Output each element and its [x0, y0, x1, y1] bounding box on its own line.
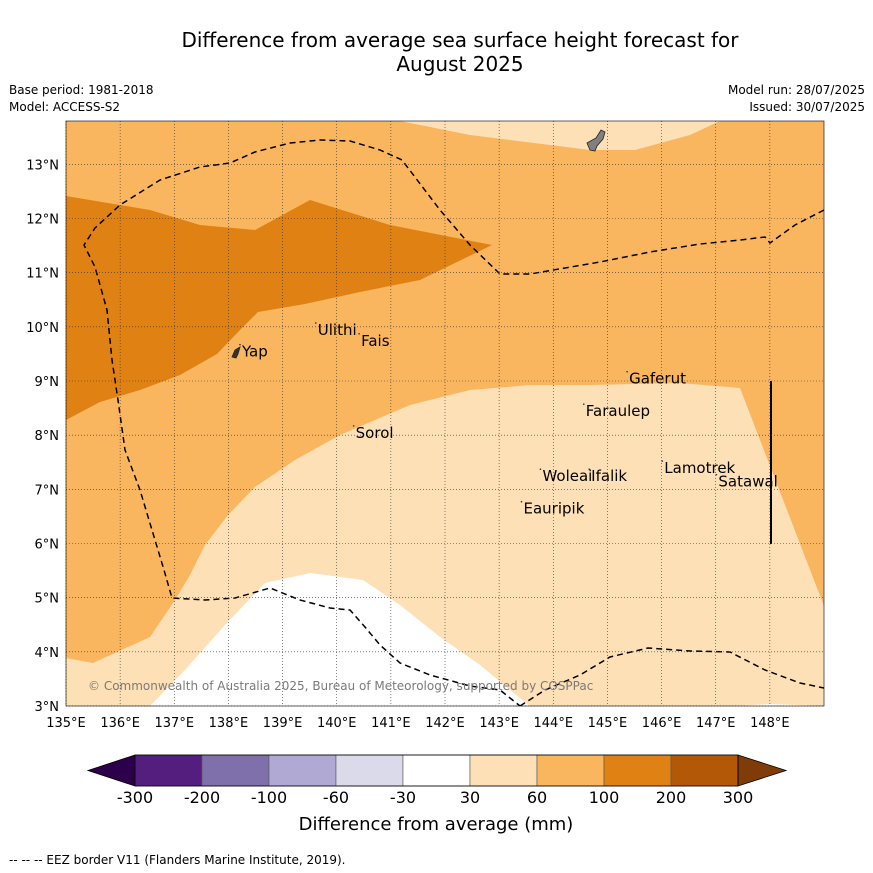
colorbar-tick-label: 60 — [527, 788, 547, 807]
colorbar-tick-label: -30 — [390, 788, 416, 807]
lat-tick-label: 6°N — [35, 538, 60, 553]
issued-date: Issued: 30/07/2025 — [749, 100, 865, 114]
lon-tick-label: 137°E — [155, 716, 195, 731]
place-label: Sorol — [356, 424, 394, 442]
band-neutral-edge — [735, 704, 824, 706]
colorbar-tick-label: -60 — [323, 788, 349, 807]
lon-tick-label: 141°E — [371, 716, 411, 731]
lat-tick-label: 3°N — [35, 700, 60, 715]
colorbar-segment — [335, 754, 404, 787]
colorbar-tick-label: 300 — [723, 788, 754, 807]
colorbar-segment — [469, 754, 538, 787]
lon-tick-label: 140°E — [317, 716, 357, 731]
island-marker — [314, 322, 317, 324]
longitude-labels: 135°E 136°E 137°E 138°E 139°E 140°E 141°E 142°E… — [46, 716, 789, 731]
island-marker — [582, 403, 585, 406]
lon-tick-label: 147°E — [696, 716, 736, 731]
lat-tick-label: 13°N — [26, 158, 59, 173]
island-marker — [539, 468, 542, 471]
island-marker — [358, 332, 360, 335]
place-label: Eauripik — [524, 500, 585, 518]
lon-tick-label: 148°E — [750, 716, 790, 731]
lon-tick-label: 144°E — [534, 716, 574, 731]
colorbar-segment — [268, 754, 337, 787]
map-frame — [65, 120, 825, 707]
place-label: Ifalik — [591, 467, 627, 485]
place-label: Woleai — [542, 467, 592, 485]
island-marker — [239, 343, 241, 346]
place-label: Yap — [241, 343, 268, 361]
copyright-notice: © Commonwealth of Australia 2025, Bureau… — [88, 679, 593, 693]
lon-tick-label: 136°E — [100, 716, 140, 731]
guam-landmass — [586, 129, 606, 152]
lon-tick-label: 143°E — [479, 716, 519, 731]
island-marker — [715, 473, 718, 476]
eez-border-line — [83, 139, 824, 706]
place-label: Satawal — [718, 473, 777, 491]
lat-tick-label: 10°N — [26, 321, 59, 336]
chart-title: Difference from average sea surface heig… — [120, 28, 800, 76]
colorbar-segment — [402, 754, 471, 787]
colorbar: -300 -200 -100 -60 -30 30 60 100 200 300 — [86, 754, 788, 807]
place-label: Faraulep — [586, 402, 650, 420]
colorbar-segment — [201, 754, 270, 787]
band-100-200 — [66, 196, 492, 420]
colorbar-segment — [536, 754, 605, 787]
lon-tick-label: 142°E — [425, 716, 465, 731]
eez-footnote: -- -- -- EEZ border V11 (Flanders Marine… — [9, 853, 346, 867]
lon-tick-label: 139°E — [263, 716, 303, 731]
colorbar-tick-label: -300 — [117, 788, 153, 807]
meta-right: Model run: 28/07/2025 Issued: 30/07/2025 — [728, 82, 865, 116]
colorbar-tick-label: 200 — [656, 788, 687, 807]
lat-tick-label: 4°N — [35, 646, 60, 661]
lat-tick-label: 9°N — [35, 375, 60, 390]
lon-tick-label: 146°E — [642, 716, 682, 731]
band-neutral — [150, 573, 530, 706]
lon-tick-label: 138°E — [209, 716, 249, 731]
colorbar-frame — [134, 754, 739, 787]
colorbar-segment — [134, 754, 203, 787]
lat-tick-label: 11°N — [26, 267, 59, 282]
colorbar-tick-label: 100 — [589, 788, 620, 807]
colorbar-segment — [603, 754, 672, 787]
island-marker — [520, 500, 523, 503]
lat-tick-label: 12°N — [26, 213, 59, 228]
place-label: Fais — [361, 332, 390, 350]
title-line-2: August 2025 — [396, 52, 524, 76]
colorbar-title: Difference from average (mm) — [299, 814, 574, 835]
colorbar-tick-label: -100 — [251, 788, 287, 807]
base-period: Base period: 1981-2018 — [9, 83, 154, 97]
lon-tick-label: 135°E — [46, 716, 86, 731]
place-label: Gaferut — [629, 370, 686, 388]
place-label: Lamotrek — [664, 459, 735, 477]
colorbar-segment — [670, 754, 739, 787]
island-marker — [661, 460, 664, 462]
island-marker — [588, 468, 590, 471]
colorbar-under-extension — [86, 754, 136, 787]
lon-tick-label: 145°E — [588, 716, 628, 731]
meta-left: Base period: 1981-2018 Model: ACCESS-S2 — [9, 82, 154, 116]
lat-tick-label: 8°N — [35, 429, 60, 444]
model-run: Model run: 28/07/2025 — [727, 83, 865, 97]
colorbar-tick-label: 30 — [460, 788, 480, 807]
lat-tick-label: 5°N — [35, 592, 60, 607]
yap-landmass — [231, 346, 241, 359]
island-marker — [352, 425, 355, 427]
island-marker — [626, 370, 628, 373]
colorbar-tick-label: -200 — [184, 788, 220, 807]
eez-border-line — [519, 647, 824, 706]
title-line-1: Difference from average sea surface heig… — [181, 28, 739, 52]
lat-tick-label: 7°N — [35, 483, 60, 498]
place-label: Ulithi — [318, 321, 357, 339]
model-name: Model: ACCESS-S2 — [9, 100, 121, 114]
latitude-labels: 3°N 4°N 5°N 6°N 7°N 8°N 9°N 10°N 11°N 12°N 13°N — [26, 158, 59, 715]
colorbar-over-extension — [737, 754, 788, 787]
